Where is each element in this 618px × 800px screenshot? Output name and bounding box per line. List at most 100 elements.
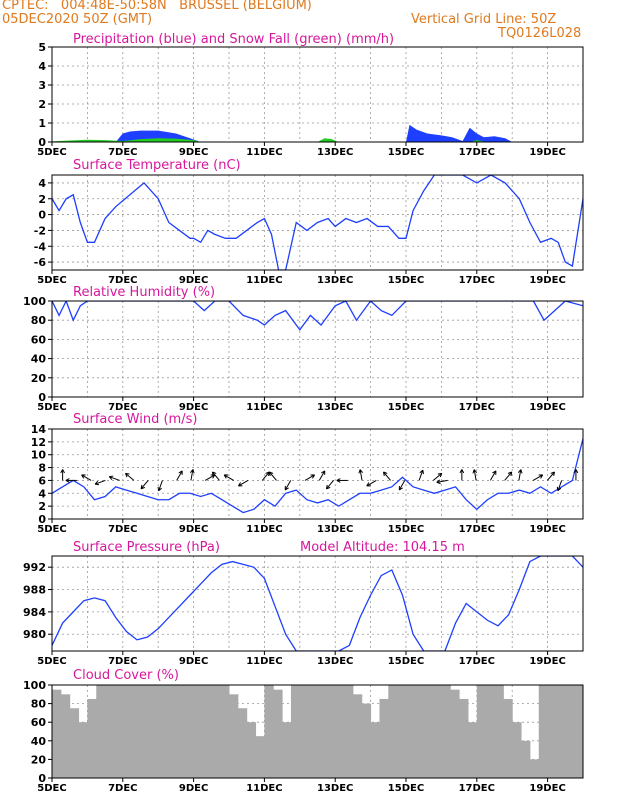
x-tick-label: 5DEC: [37, 783, 66, 794]
y-tick-label: 980: [23, 628, 46, 641]
x-tick-label: 9DEC: [179, 402, 208, 413]
y-tick-label: 4: [38, 60, 46, 73]
wind-arrow: [94, 479, 106, 486]
cloud-bar: [229, 694, 239, 778]
y-tick-label: 80: [31, 698, 47, 711]
y-tick-label: 2: [38, 500, 46, 513]
y-tick-label: 984: [23, 606, 46, 619]
cloud-bar: [78, 722, 88, 778]
x-tick-label: 17DEC: [459, 402, 495, 413]
x-tick-label: 11DEC: [246, 656, 282, 667]
x-tick-label: 15DEC: [388, 656, 424, 667]
wind-arrow: [504, 471, 513, 481]
panel-frame: [51, 684, 584, 779]
y-tick-label: 40: [31, 735, 47, 748]
panel-title: Surface Temperature (nC): [73, 158, 241, 173]
cloud-bar: [406, 685, 416, 778]
wind-arrow: [140, 480, 149, 490]
y-tick-label: 988: [23, 584, 46, 597]
cloud-bar: [131, 685, 141, 778]
cloud-bar: [202, 685, 212, 778]
wind-arrow: [358, 469, 364, 481]
wind-arrow: [189, 469, 195, 481]
wind-arrow: [81, 474, 92, 481]
x-tick-label: 15DEC: [388, 275, 424, 286]
x-tick-label: 15DEC: [388, 147, 424, 158]
wind-arrow: [238, 479, 249, 487]
cloud-bar: [529, 759, 540, 778]
cloud-bar: [352, 694, 363, 778]
cloud-bar: [290, 685, 301, 778]
cloud-bar: [167, 685, 177, 778]
panel-title: Cloud Cover (%): [73, 668, 179, 683]
x-tick-label: 15DEC: [388, 783, 424, 794]
x-tick-label: 5DEC: [37, 275, 66, 286]
wind-arrow: [459, 469, 465, 481]
panel-frame: [51, 428, 584, 520]
cloud-bar: [521, 740, 531, 778]
y-tick-label: 0: [38, 772, 46, 785]
wind-arrow: [556, 480, 563, 492]
cloud-bar: [361, 703, 372, 778]
cloud-bar: [211, 685, 221, 778]
header-date: 05DEC2020 50Z (GMT): [2, 12, 153, 27]
wind-arrow: [108, 475, 120, 481]
cloud-bar: [105, 685, 115, 778]
x-tick-label: 19DEC: [529, 656, 565, 667]
precip-area: [52, 124, 583, 142]
y-tick-label: 4: [38, 487, 46, 500]
series-line: [52, 175, 583, 270]
cloud-bar: [494, 685, 504, 778]
y-tick-label: 60: [31, 333, 47, 346]
y-tick-label: 40: [31, 353, 47, 366]
y-tick-label: 0: [38, 513, 46, 526]
x-tick-label: 13DEC: [317, 524, 353, 535]
x-tick-label: 5DEC: [37, 402, 66, 413]
y-tick-label: 0: [38, 209, 46, 222]
x-tick-label: 13DEC: [317, 402, 353, 413]
cloud-bar: [149, 685, 159, 778]
x-tick-label: 13DEC: [317, 147, 353, 158]
panel-title: Precipitation (blue) and Snow Fall (gree…: [73, 32, 394, 47]
cloud-bar: [299, 685, 310, 778]
x-tick-label: 19DEC: [529, 275, 565, 286]
cloud-bar: [547, 685, 557, 778]
cloud-bar: [344, 685, 354, 778]
cloud-bar: [140, 685, 150, 778]
cloud-bar: [441, 685, 451, 778]
wind-arrow: [436, 479, 448, 485]
cloud-bar: [308, 685, 318, 778]
y-tick-label: -6: [34, 256, 47, 269]
y-tick-label: 0: [38, 136, 46, 149]
x-tick-label: 15DEC: [388, 524, 424, 535]
y-tick-label: 14: [31, 423, 47, 436]
wind-arrow: [65, 478, 77, 483]
cloud-bar: [565, 685, 575, 778]
y-tick-label: 20: [31, 753, 47, 766]
x-tick-label: 5DEC: [37, 524, 66, 535]
x-tick-label: 13DEC: [317, 656, 353, 667]
wind-arrow: [284, 480, 292, 491]
wind-arrow: [532, 474, 544, 481]
x-tick-label: 17DEC: [459, 147, 495, 158]
wind-arrow: [517, 469, 523, 481]
x-tick-label: 7DEC: [108, 524, 137, 535]
y-tick-label: 2: [38, 193, 46, 206]
plot-area: [52, 175, 583, 270]
wind-arrow: [472, 469, 478, 481]
y-tick-label: -2: [34, 224, 46, 237]
y-tick-label: 60: [31, 716, 47, 729]
panel-title: Surface Wind (m/s): [73, 412, 197, 427]
cloud-bar: [122, 685, 133, 778]
panel-0: Precipitation (blue) and Snow Fall (gree…: [37, 32, 584, 158]
cloud-bar: [113, 685, 124, 778]
x-tick-label: 13DEC: [317, 275, 353, 286]
cloud-bar: [388, 685, 398, 778]
cloud-bar: [574, 685, 583, 778]
cloud-bar: [317, 685, 327, 778]
panel-frame: [51, 300, 584, 398]
y-tick-label: 0: [38, 391, 46, 404]
y-tick-label: -4: [34, 240, 47, 253]
